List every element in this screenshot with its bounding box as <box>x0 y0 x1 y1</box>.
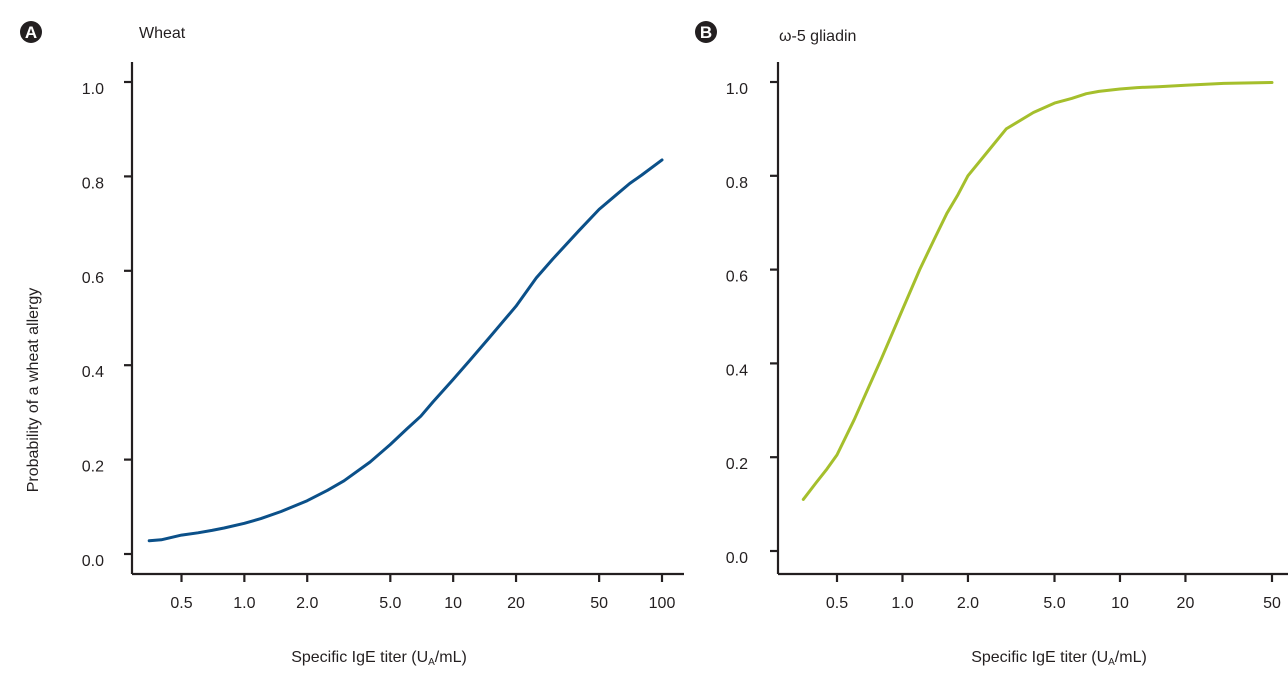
panel-a-y-axis-title: Probability of a wheat allergy <box>25 288 42 493</box>
panel-b-x-tick-label: 50 <box>1263 595 1281 612</box>
panel-b-badge: B <box>700 23 712 42</box>
panel-b-y-tick-label: 1.0 <box>726 81 748 98</box>
panel-b: B ω-5 gliadin Specific IgE titer (UA/mL)… <box>695 21 1288 668</box>
panel-b-y-tick-label: 0.0 <box>726 550 748 567</box>
panel-b-x-tick-label: 10 <box>1111 595 1129 612</box>
panel-a: A Wheat Probability of a wheat allergy S… <box>20 21 684 668</box>
panel-a-x-axis-title-subscript: A <box>428 657 435 668</box>
panel-a-axes: 0.0 0.2 0.4 0.6 0.8 1.0 0.5 1.0 2.0 5.0 10 20 50 100 <box>82 62 684 612</box>
panel-a-x-axis-title: Specific IgE titer (UA/mL) <box>291 649 467 668</box>
panel-a-x-axis-title-suffix: /mL) <box>435 649 467 666</box>
panel-b-axes: 0.0 0.2 0.4 0.6 0.8 1.0 0.5 1.0 2.0 5.0 10 20 50 <box>726 62 1288 612</box>
panel-a-y-tick-label: 1.0 <box>82 81 104 98</box>
panel-b-x-tick-label: 20 <box>1177 595 1195 612</box>
panel-b-title: ω-5 gliadin <box>779 28 856 45</box>
panel-a-x-tick-label: 1.0 <box>233 595 255 612</box>
panel-a-x-tick-label: 20 <box>507 595 525 612</box>
panel-a-y-tick-label: 0.2 <box>82 459 104 476</box>
panel-a-y-tick-label: 0.8 <box>82 175 104 192</box>
panel-b-probability-curve <box>801 81 1274 501</box>
panel-b-x-tick-label: 5.0 <box>1043 595 1065 612</box>
panel-b-badge-circle <box>695 21 717 43</box>
panel-a-y-tick-label: 0.6 <box>82 270 104 287</box>
panel-b-x-tick-label: 0.5 <box>826 595 848 612</box>
panel-b-x-axis-title-subscript: A <box>1108 657 1115 668</box>
panel-b-y-tick-label: 0.8 <box>726 175 748 192</box>
panel-a-x-tick-label: 0.5 <box>170 595 192 612</box>
panel-a-badge-circle <box>20 21 42 43</box>
panel-b-x-tick-label: 2.0 <box>957 595 979 612</box>
panel-a-x-tick-label: 10 <box>444 595 462 612</box>
panel-a-plot <box>147 158 664 543</box>
panel-a-x-axis-title-prefix: Specific IgE titer (U <box>291 649 428 666</box>
panel-a-x-tick-label: 50 <box>590 595 608 612</box>
panel-b-x-axis-title: Specific IgE titer (UA/mL) <box>971 649 1147 668</box>
panel-b-x-axis-title-prefix: Specific IgE titer (U <box>971 649 1108 666</box>
panel-b-x-axis-title-suffix: /mL) <box>1115 649 1147 666</box>
panel-a-title: Wheat <box>139 25 186 42</box>
panel-a-x-tick-label: 5.0 <box>379 595 401 612</box>
panel-a-x-tick-label: 100 <box>649 595 676 612</box>
panel-b-plot <box>801 81 1274 501</box>
panel-b-y-tick-label: 0.2 <box>726 456 748 473</box>
panel-a-badge: A <box>25 23 37 42</box>
panel-a-y-tick-label: 0.0 <box>82 553 104 570</box>
panel-b-y-tick-label: 0.4 <box>726 362 748 379</box>
panel-a-probability-curve <box>147 158 664 543</box>
panel-b-y-tick-label: 0.6 <box>726 269 748 286</box>
panel-a-x-tick-label: 2.0 <box>296 595 318 612</box>
panel-a-y-tick-label: 0.4 <box>82 364 104 381</box>
panel-b-x-tick-label: 1.0 <box>891 595 913 612</box>
